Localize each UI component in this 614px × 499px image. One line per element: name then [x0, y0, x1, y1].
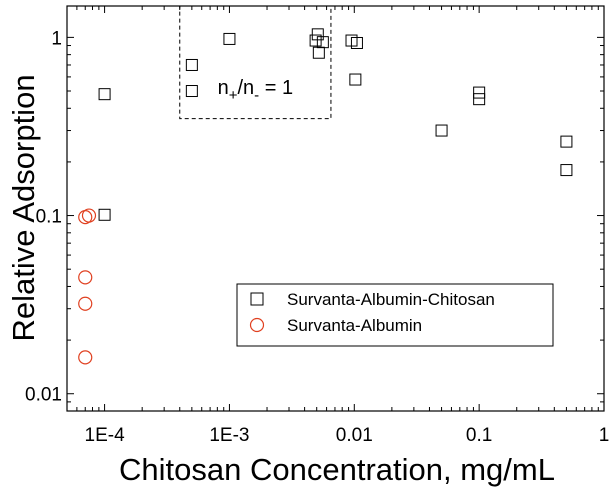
- x-tick-label: 1E-4: [85, 425, 126, 446]
- data-point-square: [185, 85, 198, 98]
- legend-marker-square: [250, 292, 264, 306]
- data-point-square: [435, 124, 448, 137]
- y-tick-label: 0.01: [25, 385, 62, 406]
- annotation-main: n: [218, 77, 229, 99]
- x-tick-label: 0.1: [466, 425, 492, 446]
- legend: Survanta-Albumin-Chitosan Survanta-Album…: [236, 283, 554, 347]
- data-point-square: [350, 36, 363, 49]
- tick-labels: 1E-4 1E-3 0.01 0.1 1 0.01 0.1 1: [25, 28, 609, 446]
- axis-ticks: [66, 6, 605, 412]
- data-point-square: [98, 208, 111, 221]
- x-tick-label: 0.01: [336, 425, 373, 446]
- annotation-end: = 1: [259, 77, 293, 99]
- annotation-label: n+/n- = 1: [218, 77, 294, 104]
- legend-marker-circle: [249, 317, 265, 333]
- annotation-mid: /n: [237, 77, 254, 99]
- annotation-dashed-box: [179, 5, 332, 120]
- plot-frame: [66, 5, 605, 412]
- data-point-square: [98, 88, 111, 101]
- data-point-square: [473, 93, 486, 106]
- y-tick-label: 0.1: [36, 207, 62, 228]
- data-point-square: [316, 36, 329, 49]
- x-tick-label: 1E-3: [209, 425, 249, 446]
- data-point-square: [223, 32, 236, 45]
- annotation-group: n+/n- = 1: [179, 5, 332, 120]
- annotation-sub-plus: +: [229, 87, 238, 104]
- data-point-square: [473, 86, 486, 99]
- x-tick-label: 1: [599, 425, 610, 446]
- data-point-circle: [78, 270, 93, 285]
- y-tick-label: 1: [51, 28, 62, 49]
- data-point-square: [560, 135, 573, 148]
- legend-box: [236, 283, 554, 347]
- legend-label-series-1: Survanta-Albumin-Chitosan: [287, 290, 495, 309]
- data-point-circle: [78, 296, 93, 311]
- data-point-square: [309, 34, 322, 47]
- data-point-circle: [78, 350, 93, 365]
- annotation-sub-minus: -: [254, 87, 259, 104]
- y-axis-title: Relative Adsorption: [6, 74, 41, 341]
- data-point-square: [560, 164, 573, 177]
- data-point-circle: [81, 208, 97, 223]
- data-points: [78, 28, 573, 365]
- data-point-square: [349, 73, 362, 86]
- data-point-square: [185, 58, 198, 71]
- x-axis-title: Chitosan Concentration, mg/mL: [119, 452, 555, 487]
- data-point-square: [312, 46, 325, 59]
- legend-label-series-2: Survanta-Albumin: [287, 316, 422, 335]
